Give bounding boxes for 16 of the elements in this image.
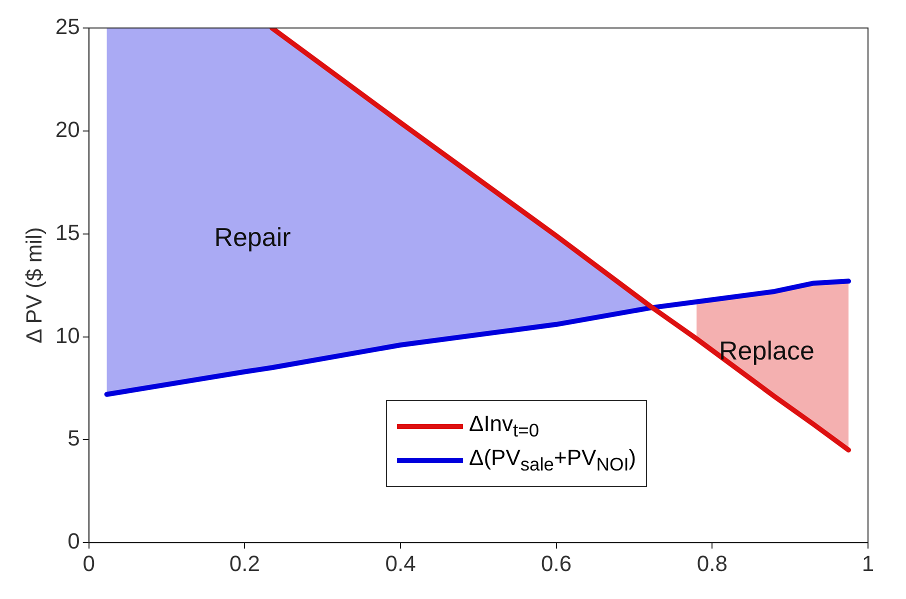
annotation: Replace — [719, 335, 814, 366]
legend-label: ΔInv$_{t=0}$ — [469, 411, 540, 442]
y-tick-label: 10 — [55, 322, 80, 348]
y-tick-label: 0 — [68, 528, 80, 554]
x-tick-label: 0.4 — [385, 550, 416, 576]
annotation: Repair — [214, 222, 292, 252]
legend-label: Δ(PV$_{sale}$+PV$_{NOI}$) — [469, 445, 636, 476]
y-axis-title: Δ PV ($ mil) — [21, 227, 46, 344]
y-tick-label: 15 — [55, 220, 80, 245]
x-tick-label: 1 — [862, 550, 874, 576]
y-tick-label: 5 — [68, 426, 80, 451]
y-tick-label: 20 — [55, 116, 80, 142]
x-tick-label: 0.2 — [229, 550, 260, 576]
x-tick-label: 0.6 — [541, 550, 572, 576]
x-tick-label: 0.8 — [696, 550, 728, 576]
y-tick-label: 25 — [55, 14, 80, 40]
